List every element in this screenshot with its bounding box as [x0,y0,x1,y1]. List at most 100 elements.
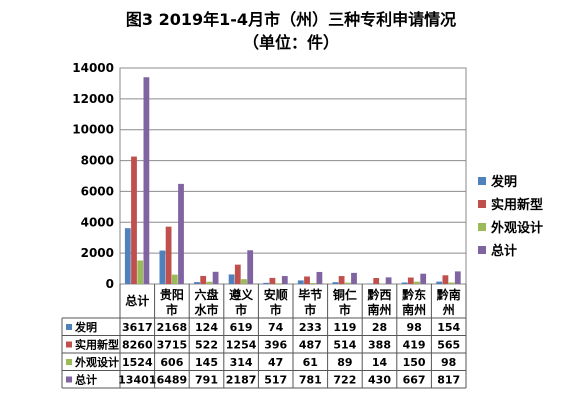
chart-title: 图3 2019年1-4月市（州）三种专利申请情况 [125,10,457,29]
legend-label: 外观设计 [490,220,543,236]
bar [297,280,304,284]
bar [401,282,408,284]
table-legend-key [66,376,72,383]
bar [448,282,455,284]
legend-key [478,200,486,208]
table-value: 47 [268,356,283,369]
bar [351,272,357,284]
table-value: 619 [230,321,253,334]
legend-key [478,246,486,254]
table-row-label: 外观设计 [74,355,119,369]
x-tick-label: 市 [304,302,316,317]
x-tick-label: 州 [442,303,455,317]
x-tick-label: 南州 [402,302,426,317]
table-row-label: 实用新型 [75,338,119,352]
bar [338,276,345,284]
table-value: 791 [195,374,218,387]
table-row-label: 总计 [75,373,97,387]
x-tick-label: 市 [235,302,247,317]
bar [200,275,207,284]
table-value: 1254 [226,339,257,352]
table-value: 817 [437,374,460,387]
table-value: 150 [403,356,426,369]
x-tick-label: 毕节 [298,287,322,302]
table-value: 606 [160,356,183,369]
table-value: 667 [403,374,426,387]
x-tick-label: 六盘 [194,287,218,302]
legend-key [478,223,486,231]
bar [304,276,310,284]
bar [275,283,282,284]
bar [332,282,339,284]
table-value: 514 [333,339,356,352]
table-value: 487 [299,339,322,352]
plot-area [119,67,467,285]
y-tick-label: 14000 [72,61,114,75]
bar [420,273,427,284]
bar [247,250,254,284]
bar [234,264,241,284]
chart-subtitle: （单位：件） [242,33,339,52]
table-value: 565 [437,339,460,352]
bar [159,250,166,284]
bar [124,228,131,284]
x-tick-label: 水市 [194,302,218,317]
bar [344,282,351,284]
table-value: 154 [437,321,460,334]
y-tick-label: 4000 [81,215,114,229]
table-value: 722 [333,374,356,387]
bar [316,271,323,284]
bar [414,281,420,284]
table-value: 14 [372,356,388,369]
table-value: 124 [195,321,218,334]
table-value: 98 [406,321,421,334]
table-value: 61 [303,356,318,369]
bar [436,281,443,284]
table-value: 74 [268,321,284,334]
table-value: 2168 [157,321,188,334]
table-value: 89 [337,356,352,369]
table-value: 6489 [157,374,188,387]
table-value: 3617 [122,321,153,334]
y-tick-label: 0 [106,277,114,291]
y-tick-label: 12000 [72,92,114,106]
bar [137,260,144,284]
bar [269,277,276,284]
bar [442,275,449,284]
table-value: 119 [333,321,356,334]
table-value: 517 [264,374,287,387]
bar [212,271,219,284]
table-value: 98 [441,356,456,369]
table-value: 314 [230,356,253,369]
table-row-label: 发明 [74,320,97,334]
x-tick-label: 遵义 [229,287,254,302]
x-tick-label: 黔南 [437,287,461,302]
table-legend-key [66,324,72,330]
bar [171,274,178,284]
bar [194,282,200,284]
bar [310,283,317,284]
table-value: 28 [372,321,387,334]
legend-label: 总计 [491,243,517,259]
table-value: 396 [264,339,287,352]
y-tick-label: 2000 [81,246,114,260]
table-value: 388 [368,339,391,352]
table-legend-key [66,341,72,348]
bar [281,276,288,284]
table-value: 522 [195,339,218,352]
x-tick-label: 总计 [125,293,149,308]
bar [143,77,150,284]
y-tick-label: 8000 [81,154,114,168]
x-tick-label: 市 [339,302,351,317]
bar [241,279,247,284]
bar [131,156,137,284]
bar [206,281,213,284]
legend-label: 发明 [490,174,517,190]
bar [178,183,184,284]
bar [407,277,414,284]
x-tick-label: 黔东 [402,287,426,302]
y-tick-label: 10000 [72,123,114,137]
table-value: 3715 [157,339,188,352]
x-tick-label: 铜仁 [333,287,357,302]
